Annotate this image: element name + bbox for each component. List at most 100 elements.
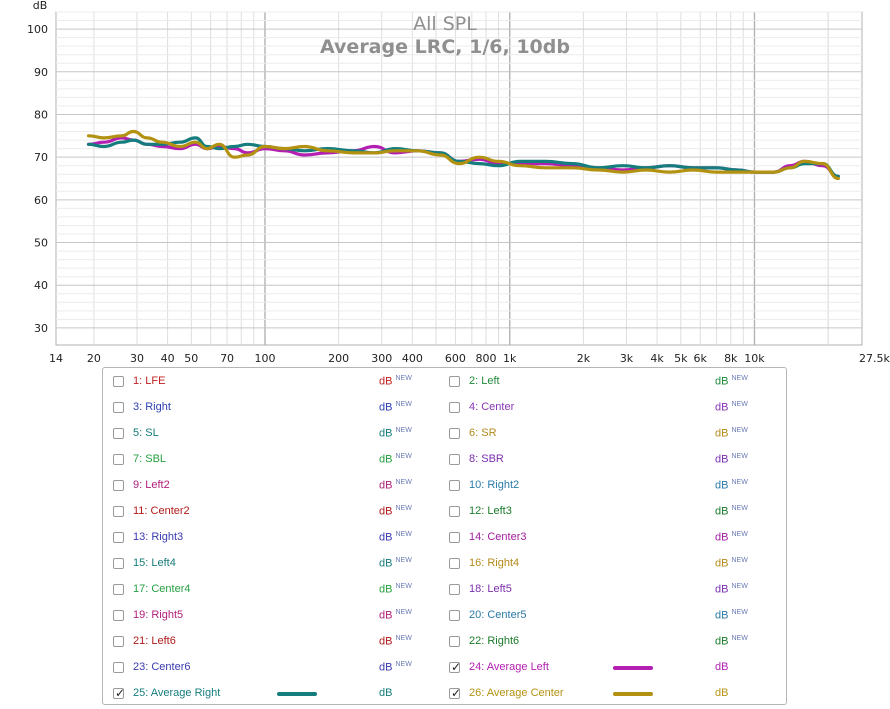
x-tick-label: 70: [220, 352, 234, 365]
y-tick-label: 70: [34, 151, 48, 164]
unit-label: dB NEW: [379, 609, 412, 622]
channel-checkbox[interactable]: [113, 532, 124, 543]
new-badge: NEW: [395, 427, 412, 434]
channel-checkbox[interactable]: [113, 662, 124, 673]
new-badge: NEW: [731, 427, 748, 434]
channel-checkbox[interactable]: [113, 584, 124, 595]
series-line-average-center: [86, 129, 840, 181]
spl-chart: 30 40 50 60 70 80 90 100 dB 14 20 30 40 50 70 100 200 300…: [27, 0, 890, 365]
x-tick-label: 600: [445, 352, 466, 365]
channel-label[interactable]: 8: SBR: [469, 453, 504, 465]
x-tick-label: 14: [49, 352, 63, 365]
channel-label[interactable]: 7: SBL: [133, 453, 167, 465]
channel-checkbox[interactable]: [113, 610, 124, 621]
channel-checkbox[interactable]: [449, 402, 460, 413]
channel-checkbox[interactable]: [113, 454, 124, 465]
x-tick-label: 30: [130, 352, 144, 365]
channel-checkbox[interactable]: [449, 506, 460, 517]
channel-label[interactable]: 24: Average Left: [469, 661, 549, 673]
channel-checkbox[interactable]: ✓: [449, 660, 461, 674]
unit-label: dB NEW: [715, 505, 748, 518]
channel-label[interactable]: 22: Right6: [469, 635, 520, 647]
channel-legend: 1: LFE dB NEW 2: Left dB NEW 3: Right dB NEW 4: C…: [102, 367, 787, 705]
new-badge: NEW: [731, 531, 748, 538]
new-badge: NEW: [395, 531, 412, 538]
channel-checkbox[interactable]: [449, 584, 460, 595]
legend-item: 13: Right3 dB NEW: [113, 529, 443, 549]
channel-label[interactable]: 17: Center4: [133, 583, 191, 595]
channel-label[interactable]: 3: Right: [133, 401, 171, 413]
channel-checkbox[interactable]: [449, 480, 460, 491]
legend-item: 16: Right4 dB NEW: [449, 555, 779, 575]
new-badge: NEW: [731, 479, 748, 486]
new-badge: NEW: [731, 375, 748, 382]
channel-checkbox[interactable]: [113, 636, 124, 647]
channel-checkbox[interactable]: [449, 376, 460, 387]
x-tick-label: 27.5kHz: [859, 352, 890, 365]
channel-checkbox[interactable]: [113, 558, 124, 569]
legend-item: 17: Center4 dB NEW: [113, 581, 443, 601]
channel-label[interactable]: 18: Left5: [469, 583, 512, 595]
channel-label[interactable]: 19: Right5: [133, 609, 184, 621]
y-tick-label: 40: [34, 279, 48, 292]
channel-checkbox[interactable]: [449, 610, 460, 621]
new-badge: NEW: [395, 557, 412, 564]
unit-label: dB NEW: [379, 557, 412, 570]
x-tick-label: 10k: [744, 352, 765, 365]
channel-label[interactable]: 5: SL: [133, 427, 159, 439]
channel-checkbox[interactable]: ✓: [449, 686, 462, 700]
channel-label[interactable]: 2: Left: [469, 375, 500, 387]
new-badge: NEW: [395, 609, 412, 616]
channel-checkbox[interactable]: [449, 558, 460, 569]
channel-label[interactable]: 1: LFE: [133, 375, 166, 387]
channel-label[interactable]: 4: Center: [469, 401, 515, 413]
checkmark-icon: ✓: [451, 686, 462, 700]
unit-label: dB NEW: [379, 479, 412, 492]
channel-label[interactable]: 14: Center3: [469, 531, 527, 543]
channel-checkbox[interactable]: [113, 480, 124, 491]
channel-label[interactable]: 20: Center5: [469, 609, 527, 621]
channel-label[interactable]: 6: SR: [469, 427, 497, 439]
y-tick-label: 90: [34, 66, 48, 79]
new-badge: NEW: [731, 635, 748, 642]
legend-item: ✓ 26: Average Center dB: [449, 685, 779, 705]
legend-item: 15: Left4 dB NEW: [113, 555, 443, 575]
x-tick-label: 50: [184, 352, 198, 365]
channel-checkbox[interactable]: [449, 532, 460, 543]
series-swatch: [613, 666, 653, 670]
legend-item: 1: LFE dB NEW: [113, 373, 443, 393]
checkmark-icon: ✓: [115, 686, 126, 700]
channel-checkbox[interactable]: [113, 428, 124, 439]
chart-subtitle: Average LRC, 1/6, 10db: [320, 36, 570, 58]
channel-checkbox[interactable]: ✓: [113, 686, 126, 700]
channel-checkbox[interactable]: [113, 506, 124, 517]
legend-item: 7: SBL dB NEW: [113, 451, 443, 471]
channel-label[interactable]: 26: Average Center: [469, 687, 564, 699]
y-tick-label: 80: [34, 108, 48, 121]
new-badge: NEW: [395, 583, 412, 590]
series-swatch: [277, 692, 317, 696]
channel-label[interactable]: 25: Average Right: [133, 687, 221, 699]
channel-label[interactable]: 9: Left2: [133, 479, 170, 491]
legend-item: 5: SL dB NEW: [113, 425, 443, 445]
new-badge: NEW: [731, 609, 748, 616]
channel-label[interactable]: 23: Center6: [133, 661, 191, 673]
channel-checkbox[interactable]: [449, 636, 460, 647]
channel-label[interactable]: 10: Right2: [469, 479, 520, 491]
new-badge: NEW: [395, 661, 412, 668]
channel-checkbox[interactable]: [449, 454, 460, 465]
x-tick-label: 5k: [674, 352, 688, 365]
unit-label: dB NEW: [715, 635, 748, 648]
unit-label: dB NEW: [379, 453, 412, 466]
channel-label[interactable]: 21: Left6: [133, 635, 176, 647]
new-badge: NEW: [395, 453, 412, 460]
channel-checkbox[interactable]: [113, 402, 124, 413]
channel-checkbox[interactable]: [449, 428, 460, 439]
channel-label[interactable]: 16: Right4: [469, 557, 520, 569]
channel-label[interactable]: 15: Left4: [133, 557, 176, 569]
channel-label[interactable]: 11: Center2: [133, 505, 190, 517]
chart-title: All SPL: [413, 13, 477, 35]
channel-checkbox[interactable]: [113, 376, 124, 387]
channel-label[interactable]: 13: Right3: [133, 531, 184, 543]
channel-label[interactable]: 12: Left3: [469, 505, 512, 517]
